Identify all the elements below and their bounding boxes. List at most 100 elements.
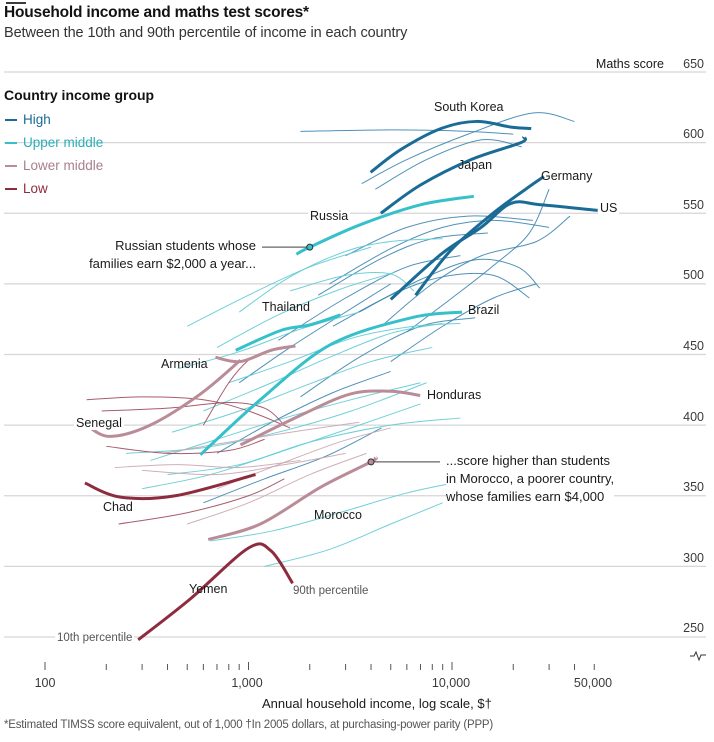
annotation-line: families earn $2,000 a year... — [89, 256, 256, 271]
legend-label: High — [23, 112, 51, 127]
background-series-line — [216, 370, 391, 454]
annotation-line: Russian students whose — [115, 238, 256, 253]
series-line-chad — [84, 473, 256, 501]
legend-label: Lower middle — [23, 158, 104, 173]
background-series-line — [238, 238, 443, 313]
background-series-line — [300, 317, 476, 398]
series-label-us: US — [598, 201, 620, 215]
legend-swatch-upper-middle — [5, 141, 17, 144]
background-series-line — [177, 311, 360, 370]
background-series-line — [162, 421, 360, 454]
y-tick-label: 650 — [683, 57, 704, 71]
background-series-line — [142, 452, 346, 476]
series-label-yemen: Yemen — [189, 582, 228, 596]
background-series-line — [86, 396, 291, 429]
background-series-line — [289, 272, 415, 292]
chart-subtitle: Between the 10th and 90th percentile of … — [4, 25, 408, 41]
legend-swatch-lower-middle — [5, 164, 17, 167]
axis-break-icon — [690, 650, 706, 662]
background-series-line — [216, 272, 395, 348]
y-tick-label: 350 — [683, 480, 704, 494]
series-line-senegal — [87, 359, 242, 438]
annotation-line: in Morocco, a poorer country, — [446, 471, 615, 486]
annotation-morocco: ...score higher than students in Morocco… — [446, 452, 615, 506]
series-label-japan: Japan — [458, 158, 493, 172]
background-series — [86, 112, 575, 567]
background-series-line — [358, 258, 541, 313]
annotation-russia: Russian students whose families earn $2,… — [84, 237, 256, 273]
annotation-10th-percentile: 10th percentile — [55, 632, 135, 644]
title-accent-bar — [6, 2, 26, 4]
background-series-line — [118, 478, 285, 525]
legend-item-high: High — [5, 112, 51, 127]
y-tick-label: 300 — [683, 551, 704, 565]
series-label-honduras: Honduras — [427, 388, 482, 402]
series-line-honduras — [239, 389, 421, 447]
series-label-south-korea: South Korea — [434, 100, 504, 114]
series-label-germany: Germany — [541, 169, 593, 183]
background-series-line — [171, 346, 433, 433]
series-line-germany — [414, 175, 545, 297]
y-axis-title: Maths score — [595, 57, 664, 71]
background-series-line — [361, 112, 575, 185]
background-series-line — [329, 219, 550, 285]
legend-label: Low — [23, 181, 48, 196]
annotation-line: ...score higher than students — [446, 453, 611, 468]
legend-item-upper-middle: Upper middle — [5, 135, 103, 150]
series-label-russia: Russia — [308, 209, 351, 223]
background-series-line — [167, 417, 461, 476]
background-series-line — [345, 215, 534, 257]
series-line-morocco — [207, 456, 378, 541]
background-series-line — [332, 272, 530, 327]
annotation-90th-percentile: 90th percentile — [291, 585, 371, 597]
series-line-japan — [379, 135, 527, 215]
background-series-line — [150, 382, 421, 461]
background-series-line — [390, 283, 537, 362]
series-line-brazil — [199, 310, 463, 456]
series-line-russia — [295, 194, 475, 256]
background-series-line — [187, 246, 372, 327]
background-series-line — [228, 322, 461, 384]
background-series-line — [264, 502, 443, 567]
gridlines — [4, 71, 706, 638]
background-series-line — [203, 322, 443, 412]
series-label-senegal: Senegal — [74, 416, 124, 430]
y-tick-label: 550 — [683, 198, 704, 212]
x-axis-title: Annual household income, log scale, $† — [262, 696, 492, 711]
background-series-line — [406, 189, 550, 333]
background-series-line — [101, 402, 285, 426]
series-line-south-korea — [369, 119, 532, 174]
background-series-line — [238, 283, 392, 384]
legend-label: Upper middle — [23, 135, 104, 150]
background-series-line — [210, 481, 461, 542]
legend-swatch-high — [5, 118, 17, 121]
background-series-line — [317, 232, 488, 296]
series-label-chad: Chad — [103, 500, 133, 514]
x-tick-label: 10,000 — [431, 676, 471, 690]
x-tick-label: 50,000 — [573, 676, 613, 690]
y-tick-label: 400 — [683, 410, 704, 424]
y-tick-label: 250 — [683, 621, 704, 635]
series-label-thailand: Thailand — [262, 300, 310, 314]
background-series-line — [203, 427, 382, 504]
series-line-yemen — [137, 542, 294, 642]
morocco-annotation-marker — [367, 458, 375, 466]
chart-title: Household income and maths test scores* — [4, 4, 309, 21]
legend-title: Country income group — [4, 87, 155, 103]
legend-item-lower-middle: Lower middle — [5, 158, 103, 173]
x-axis-ticks — [44, 650, 706, 670]
russia-annotation-marker — [306, 243, 314, 251]
x-tick-label: 1,000 — [231, 676, 263, 690]
background-series-line — [125, 382, 427, 454]
background-series-line — [187, 452, 367, 525]
series-line-us — [389, 200, 598, 301]
y-tick-label: 500 — [683, 268, 704, 282]
legend-item-low: Low — [5, 181, 48, 196]
background-series-line — [141, 403, 421, 490]
x-tick-label: 100 — [34, 676, 56, 690]
annotation-leaders — [262, 243, 440, 466]
highlighted-series — [84, 119, 598, 642]
background-series-line — [300, 129, 514, 135]
series-label-morocco: Morocco — [314, 508, 362, 522]
series-label-brazil: Brazil — [468, 303, 500, 317]
